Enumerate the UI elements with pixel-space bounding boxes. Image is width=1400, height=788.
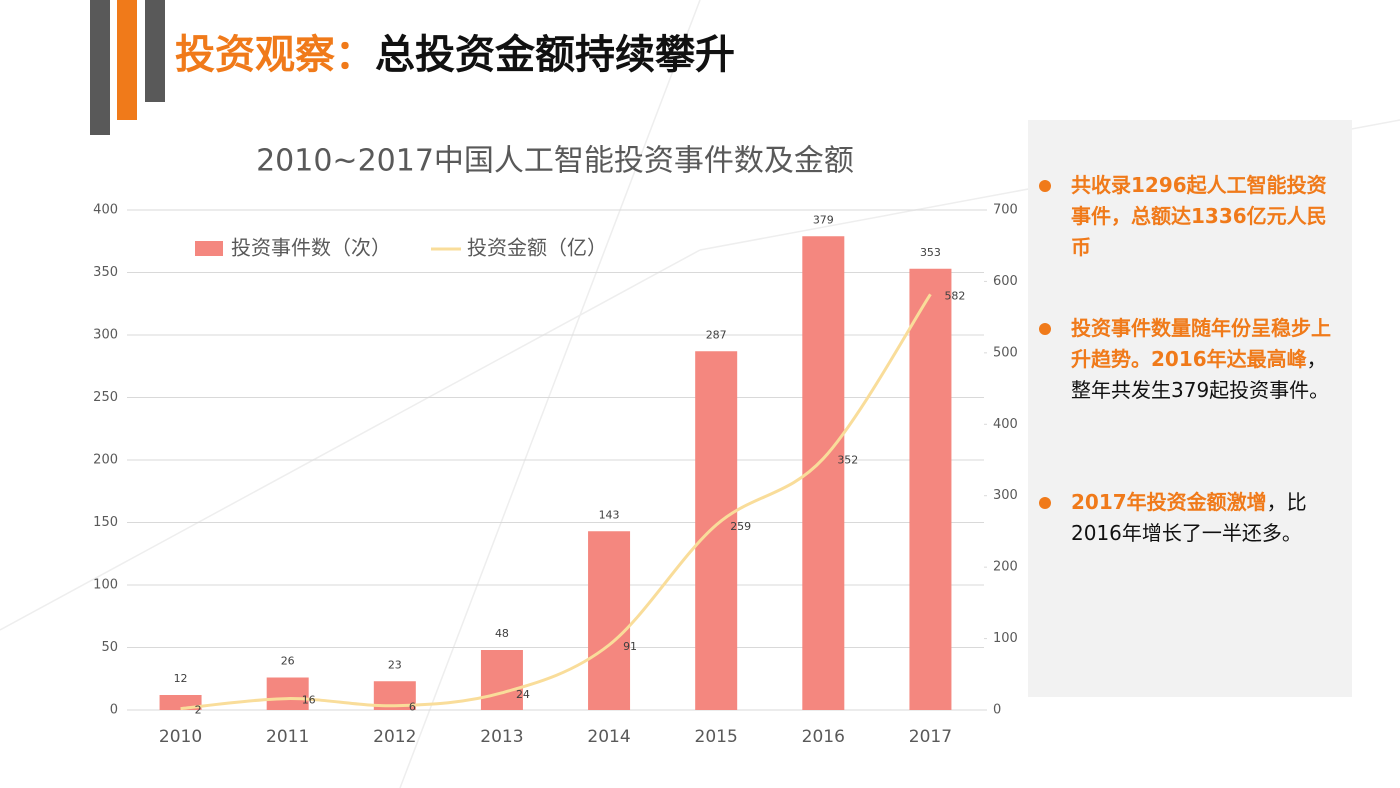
y-tick-label: 150: [93, 515, 118, 530]
y2-tick-label: 500: [993, 345, 1018, 360]
y-tick-label: 400: [93, 203, 118, 218]
data-label: 26: [281, 655, 295, 668]
data-label: 16: [302, 694, 316, 707]
y-tick-label: 0: [110, 703, 118, 718]
x-tick-label: 2017: [909, 727, 952, 747]
note: 投资事件数量随年份呈稳步上升趋势。2016年达最高峰，整年共发生379起投资事件…: [1039, 313, 1339, 406]
x-tick-label: 2010: [159, 727, 202, 747]
bar: [480, 650, 523, 710]
y2-tick-label: 700: [993, 203, 1018, 218]
chart-title: 2010~2017中国人工智能投资事件数及金额: [256, 144, 854, 179]
note: 共收录1296起人工智能投资事件，总额达1336亿元人民币: [1039, 170, 1339, 263]
x-tick-label: 2014: [587, 727, 630, 747]
note: 2017年投资金额激增，比2016年增长了一半还多。: [1039, 487, 1339, 549]
note-text: ，整年共发生379起投资事件。: [1071, 347, 1330, 402]
note-text: 共收录1296起人工智能投资事件，总额达1336亿元人民币: [1071, 173, 1327, 259]
x-tick-label: 2016: [802, 727, 845, 747]
legend-label: 投资金额（亿）: [467, 236, 607, 260]
bar: [266, 677, 309, 710]
y-tick-label: 50: [101, 640, 118, 655]
title-part: 投资观察：: [175, 32, 375, 78]
data-label: 582: [944, 289, 965, 302]
note-text: 投资事件数量随年份呈稳步上升趋势。2016年达最高峰: [1071, 316, 1331, 371]
data-label: 91: [623, 640, 637, 653]
data-label: 259: [730, 520, 751, 533]
y-tick-label: 350: [93, 265, 118, 280]
deco-bar: [145, 0, 165, 102]
bg-line: [0, 249, 701, 631]
data-label: 2: [195, 704, 202, 717]
data-label: 48: [495, 627, 509, 640]
title-part: 总投资金额持续攀升: [375, 32, 735, 78]
data-label: 353: [920, 246, 941, 259]
legend-swatch: [195, 241, 223, 256]
x-tick-label: 2013: [480, 727, 523, 747]
bar: [695, 351, 738, 710]
bar: [588, 531, 631, 710]
y2-tick-label: 0: [993, 703, 1001, 718]
y2-tick-label: 400: [993, 417, 1018, 432]
data-label: 12: [174, 672, 188, 685]
y2-tick-label: 100: [993, 631, 1018, 646]
y-tick-label: 300: [93, 328, 118, 343]
note-text: 2017年投资金额激增: [1071, 490, 1267, 514]
y-tick-label: 250: [93, 390, 118, 405]
data-label: 6: [409, 701, 416, 714]
legend-label: 投资事件数（次）: [231, 236, 391, 260]
line: [180, 293, 932, 711]
y2-tick-label: 200: [993, 560, 1018, 575]
x-tick-label: 2011: [266, 727, 309, 747]
slide-title: 投资观察：总投资金额持续攀升: [175, 22, 735, 80]
bullet: [1039, 497, 1051, 509]
data-label: 379: [813, 213, 834, 226]
y2-tick-label: 300: [993, 488, 1018, 503]
notes-panel: 共收录1296起人工智能投资事件，总额达1336亿元人民币投资事件数量随年份呈稳…: [1028, 120, 1352, 697]
deco-bar: [117, 0, 137, 120]
bar: [909, 268, 952, 710]
y-tick-label: 200: [93, 453, 118, 468]
deco-bar: [90, 0, 110, 135]
y-tick-label: 100: [93, 578, 118, 593]
note-text: ，比2016年增长了一半还多。: [1071, 490, 1307, 545]
bullet: [1039, 323, 1051, 335]
bullet: [1039, 180, 1051, 192]
x-tick-label: 2015: [695, 727, 738, 747]
data-label: 287: [706, 328, 727, 341]
y2-tick-label: 600: [993, 274, 1018, 289]
data-label: 23: [388, 658, 402, 671]
bg-line: [399, 0, 701, 788]
data-label: 352: [837, 454, 858, 467]
data-label: 143: [599, 508, 620, 521]
x-tick-label: 2012: [373, 727, 416, 747]
data-label: 24: [516, 688, 530, 701]
